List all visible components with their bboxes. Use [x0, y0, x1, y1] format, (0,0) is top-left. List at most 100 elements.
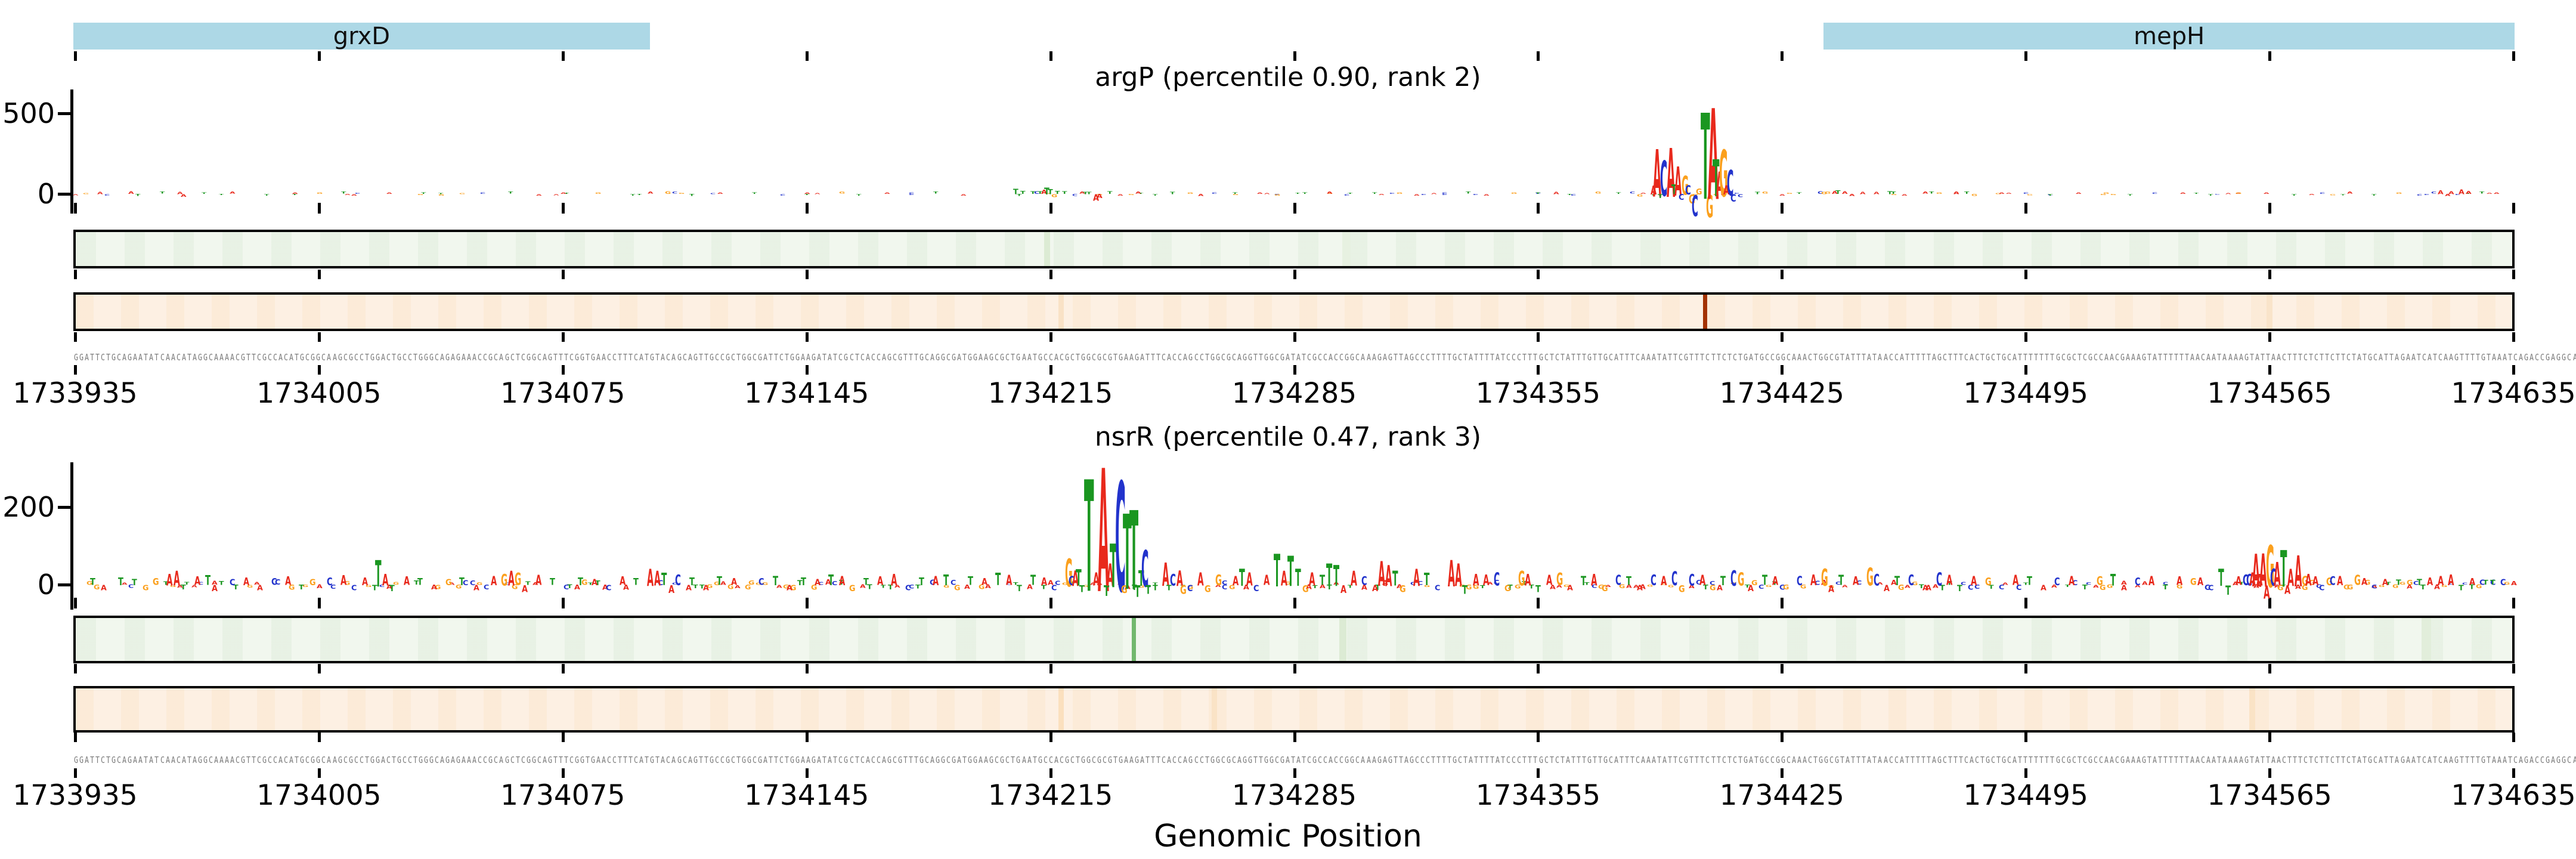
panel-argP-x-tick — [1537, 51, 1540, 61]
panel-nsrR-sequence-base: A — [1382, 755, 1387, 765]
panel-argP-x-tick — [1293, 365, 1296, 375]
panel-nsrR-sequence-base: T — [1727, 755, 1732, 765]
panel-nsrR-logo-letter-A: A — [891, 570, 897, 589]
panel-nsrR-sequence-base: C — [1425, 755, 1430, 765]
panel-nsrR-logo-letter-G: G — [393, 581, 400, 586]
panel-nsrR-logo-letter-T: T — [1273, 545, 1281, 597]
panel-argP-logo-letter-T: T — [1712, 149, 1720, 208]
panel-argP-sequence-base: T — [413, 352, 418, 363]
panel-argP-sequence-base: C — [386, 352, 391, 363]
panel-argP-logo-letter-G: G — [1187, 191, 1194, 195]
panel-argP-sequence-base: T — [553, 352, 558, 363]
panel-nsrR-sequence-base: T — [2265, 755, 2270, 765]
panel-nsrR-logo-letter-T: T — [633, 576, 639, 588]
panel-argP-logo-letter-T: T — [2291, 193, 2297, 196]
panel-argP-logo-letter-G: G — [417, 193, 424, 196]
panel-nsrR-logo-letter-A: A — [894, 584, 901, 588]
panel-nsrR-sequence-base: T — [2018, 755, 2023, 765]
panel-argP-sequence-base: C — [612, 352, 617, 363]
panel-nsrR-sequence-base: G — [1247, 755, 1252, 765]
panel-argP-logo-letter-C: C — [1535, 192, 1541, 194]
panel-argP-sequence-base: G — [338, 352, 342, 363]
panel-nsrR-logo-letter-A: A — [1309, 568, 1315, 590]
panel-nsrR-logo-letter-G: G — [1828, 583, 1835, 589]
panel-nsrR-logo-letter-G: G — [1984, 575, 1992, 588]
panel-argP-x-tick — [2512, 203, 2515, 214]
panel-nsrR-sequence-base: C — [1608, 755, 1613, 765]
panel-nsrR-sequence-base: A — [327, 755, 332, 765]
panel-nsrR-logo-letter-A: A — [1640, 583, 1646, 591]
panel-nsrR-logo-letter-C: C — [1797, 573, 1803, 588]
panel-argP-sequence-base: C — [1808, 352, 1813, 363]
panel-argP-sequence-base: G — [941, 352, 946, 363]
panel-nsrR-sequence-base: A — [1237, 755, 1241, 765]
panel-nsrR-sequence-base: C — [1048, 755, 1053, 765]
panel-argP-sequence-base: A — [2222, 352, 2227, 363]
panel-nsrR-x-tick-label: 1733935 — [13, 779, 138, 812]
panel-argP-logo-letter-A: A — [1922, 191, 1928, 195]
panel-argP-logo-letter-T: T — [1657, 193, 1663, 200]
panel-argP-sequence-base: A — [2012, 352, 2017, 363]
panel-nsrR-sequence-base: T — [2464, 755, 2469, 765]
panel-nsrR-logo-letter-A: A — [1549, 583, 1556, 591]
panel-nsrR-sequence-base: A — [1878, 755, 1883, 765]
panel-nsrR-sequence-base: C — [2535, 755, 2540, 765]
panel-argP-sequence-base: T — [1549, 352, 1554, 363]
panel-nsrR-logo-letter-C: C — [229, 577, 236, 587]
panel-argP-sequence-base: C — [2201, 352, 2206, 363]
panel-nsrR-logo-letter-T: T — [1744, 583, 1750, 589]
panel-nsrR-sequence-base: A — [1969, 755, 1974, 765]
panel-argP-logo-letter-C: C — [2423, 193, 2429, 196]
panel-argP-sequence-base: A — [219, 352, 224, 363]
panel-nsrR-logo-letter-A: A — [982, 576, 988, 588]
panel-nsrR-logo-letter-G: G — [2100, 583, 2106, 592]
panel-nsrR-logo-letter-A: A — [1828, 583, 1834, 595]
panel-nsrR-logo-letter-A: A — [1243, 583, 1249, 591]
panel-nsrR-x-tick — [2268, 664, 2272, 673]
panel-nsrR-sequence-base: G — [300, 755, 305, 765]
panel-nsrR-logo-letter-C: C — [1069, 573, 1075, 588]
panel-argP-sequence-base: C — [537, 352, 541, 363]
panel-argP-sequence-base: T — [655, 352, 660, 363]
panel-argP-sequence-base: T — [2034, 352, 2039, 363]
panel-nsrR-logo-letter-G: G — [1215, 571, 1222, 589]
panel-nsrR-sequence-base: A — [1361, 755, 1366, 765]
panel-nsrR-sequence-base: G — [897, 755, 902, 765]
panel-nsrR-sequence-base: G — [1210, 755, 1215, 765]
panel-argP-sequence-base: C — [483, 352, 488, 363]
panel-nsrR-logo-letter-G: G — [2190, 576, 2197, 588]
panel-nsrR-green-track-marker-line — [1339, 618, 1347, 661]
panel-argP-sequence-base: T — [2039, 352, 2044, 363]
panel-nsrR-sequence-base: A — [661, 755, 665, 765]
panel-argP-logo-letter-C: C — [779, 193, 785, 196]
panel-nsrR-logo-letter-T: T — [717, 574, 723, 588]
panel-argP-sequence-base: C — [510, 352, 515, 363]
panel-nsrR-sequence-base: T — [2163, 755, 2168, 765]
panel-nsrR-logo-letter-A: A — [1546, 572, 1552, 589]
panel-argP-sequence-base: A — [472, 352, 477, 363]
panel-nsrR-logo-letter-C: C — [2134, 575, 2141, 588]
panel-argP-sequence-base: A — [1054, 352, 1058, 363]
panel-nsrR-logo-letter-G: G — [1730, 582, 1737, 586]
panel-argP-sequence-base: C — [2513, 352, 2518, 363]
panel-nsrR-sequence-base: T — [2169, 755, 2174, 765]
panel-nsrR-x-tick — [561, 768, 565, 778]
panel-argP-sequence-base: T — [2384, 352, 2389, 363]
panel-argP-sequence-base: C — [284, 352, 289, 363]
panel-argP-logo-letter-T: T — [1371, 191, 1377, 195]
panel-nsrR-logo-letter-T: T — [995, 569, 1001, 589]
panel-nsrR-logo-letter-A: A — [734, 583, 741, 589]
panel-argP-sequence-base: G — [456, 352, 461, 363]
panel-nsrR-logo-letter-C: C — [2479, 577, 2485, 587]
panel-nsrR-x-tick — [1049, 664, 1052, 673]
panel-argP-logo-letter-T: T — [856, 193, 862, 196]
panel-nsrR-logo-letter-C: C — [1141, 540, 1149, 599]
panel-nsrR-logo-letter-G: G — [755, 582, 762, 586]
panel-nsrR-logo-letter-A: A — [2510, 579, 2517, 586]
panel-nsrR-logo-letter-T: T — [1626, 574, 1631, 588]
panel-nsrR-sequence-base: C — [2281, 755, 2286, 765]
panel-nsrR-logo-letter-A: A — [1117, 581, 1123, 586]
panel-argP-sequence-base: C — [946, 352, 951, 363]
panel-nsrR-logo-letter-A: A — [2141, 580, 2148, 586]
panel-nsrR-logo-letter-C: C — [1967, 583, 1973, 592]
